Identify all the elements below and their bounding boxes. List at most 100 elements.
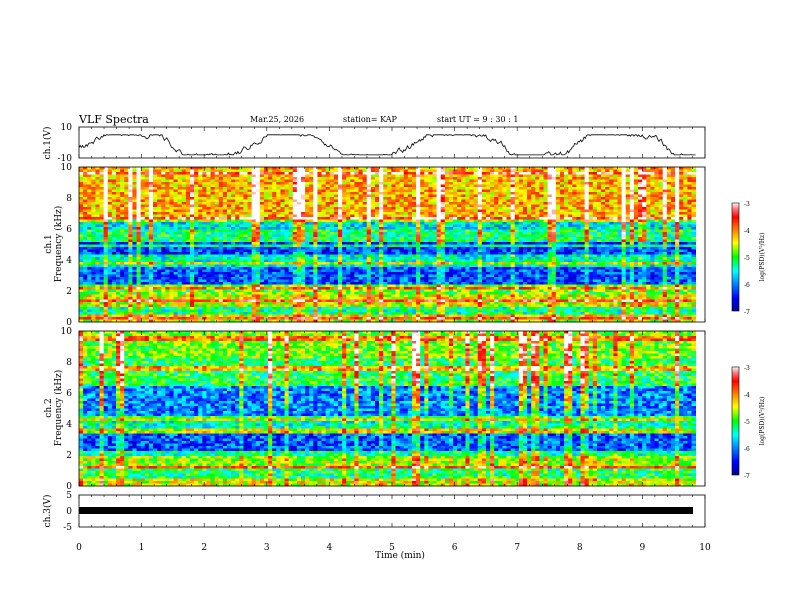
spectrogram-cell [605, 219, 610, 223]
spectrogram-cell [576, 199, 581, 203]
spectrogram-cell [576, 224, 581, 228]
spectrogram-cell [263, 172, 269, 175]
spectrogram-cell [691, 172, 697, 175]
spectrogram-cell [111, 217, 117, 220]
spectrogram-cell [411, 177, 417, 180]
spectrogram-cell [473, 197, 479, 200]
spectrogram-cell [185, 239, 191, 243]
spectrogram-cell [120, 219, 125, 223]
spectrogram-cell [580, 237, 586, 240]
spectrogram-cell [666, 229, 672, 233]
spectrogram-cell [218, 229, 224, 233]
spectrogram-cell [555, 237, 561, 240]
spectrogram-cell [87, 229, 92, 233]
spectrogram-cell [477, 244, 483, 248]
spectrogram-cell [231, 224, 236, 228]
spectrogram-cell [485, 227, 491, 230]
spectrogram-cell [140, 169, 146, 173]
spectrogram-cell [506, 237, 512, 240]
spectrogram-cell [494, 167, 499, 170]
spectrogram-cell [210, 174, 216, 178]
spectrogram-cell [596, 202, 602, 205]
spectrogram-cell [416, 229, 421, 233]
spectrogram-cell [424, 212, 429, 215]
spectrogram-cell [596, 174, 602, 178]
spectrogram-cell [362, 169, 368, 173]
spectrogram-cell [416, 192, 421, 195]
spectrogram-cell [132, 202, 137, 205]
spectrogram-cell [539, 184, 544, 188]
spectrogram-cell [120, 199, 125, 203]
spectrogram-cell [350, 237, 355, 240]
spectrogram-cell [391, 247, 396, 250]
spectrogram-cell [317, 194, 322, 198]
spectrogram-cell [502, 182, 507, 185]
spectrogram-cell [477, 182, 483, 185]
spectrogram-cell [157, 192, 162, 195]
spectrogram-cell [255, 167, 261, 170]
spectrogram-cell [87, 234, 92, 238]
spectrogram-cell [124, 197, 129, 200]
spectrogram-cell [485, 192, 491, 195]
spectrogram-cell [358, 167, 364, 170]
spectrogram-cell [461, 204, 466, 208]
spectrogram-cell [399, 224, 405, 228]
spectrogram-cell [514, 202, 520, 205]
spectrogram-cell [194, 207, 199, 210]
spectrogram-cell [564, 232, 569, 235]
spectrogram-cell [527, 179, 532, 183]
spectrogram-cell [559, 219, 565, 223]
spectrogram-cell [490, 169, 495, 173]
spectrogram-cell [564, 172, 569, 175]
spectrogram-cell [132, 179, 137, 183]
spectrogram-cell [453, 239, 458, 243]
spectrogram-cell [440, 212, 446, 215]
spectrogram-cell [555, 242, 561, 245]
spectrogram-cell [79, 174, 84, 178]
spectrogram-cell [662, 204, 668, 208]
spectrogram-cell [675, 217, 680, 220]
spectrogram-cell [506, 222, 512, 225]
spectrogram-cell [522, 202, 528, 205]
spectrogram-cell [152, 174, 158, 178]
spectrogram-cell [457, 232, 462, 235]
spectrogram-cell [280, 214, 285, 218]
spectrogram-cell [510, 182, 516, 185]
spectrogram-cell [691, 177, 697, 180]
spectrogram-cell [226, 189, 232, 193]
spectrogram-cell [128, 214, 133, 218]
spectrogram-cell [469, 192, 475, 195]
spectrogram-cell [189, 237, 195, 240]
spectrogram-cell [128, 227, 133, 230]
spectrogram-cell [374, 244, 380, 248]
spectrogram-cell [588, 244, 594, 248]
spectrogram-cell [325, 229, 331, 233]
spectrogram-cell [379, 224, 384, 228]
spectrogram-cell [374, 234, 380, 238]
spectrogram-cell [658, 224, 664, 228]
spectrogram-cell [506, 247, 512, 250]
spectrogram-cell [87, 199, 92, 203]
spectrogram-cell [420, 232, 425, 235]
spectrogram-cell [448, 192, 454, 195]
spectrogram-cell [473, 239, 479, 243]
spectrogram-cell [613, 234, 618, 238]
spectrogram-cell [247, 239, 253, 243]
spectrogram-cell [436, 222, 442, 225]
spectrogram-cell [539, 229, 544, 233]
spectrogram-cell [683, 227, 688, 230]
spectrogram-cell [358, 244, 364, 248]
spectrogram-cell [370, 182, 376, 185]
spectrogram-cell [403, 189, 409, 193]
spectrogram-cell [255, 232, 261, 235]
spectrogram-cell [617, 192, 623, 195]
spectrogram-cell [103, 214, 109, 218]
spectrogram-cell [559, 247, 565, 250]
spectrogram-cell [675, 222, 680, 225]
spectrogram-cell [477, 237, 483, 240]
spectrogram-cell [469, 242, 475, 245]
figure-title: VLF Spectra [78, 113, 149, 126]
spectrogram-cell [124, 234, 129, 238]
spectrogram-cell [317, 224, 322, 228]
spectrogram-cell [189, 174, 195, 178]
